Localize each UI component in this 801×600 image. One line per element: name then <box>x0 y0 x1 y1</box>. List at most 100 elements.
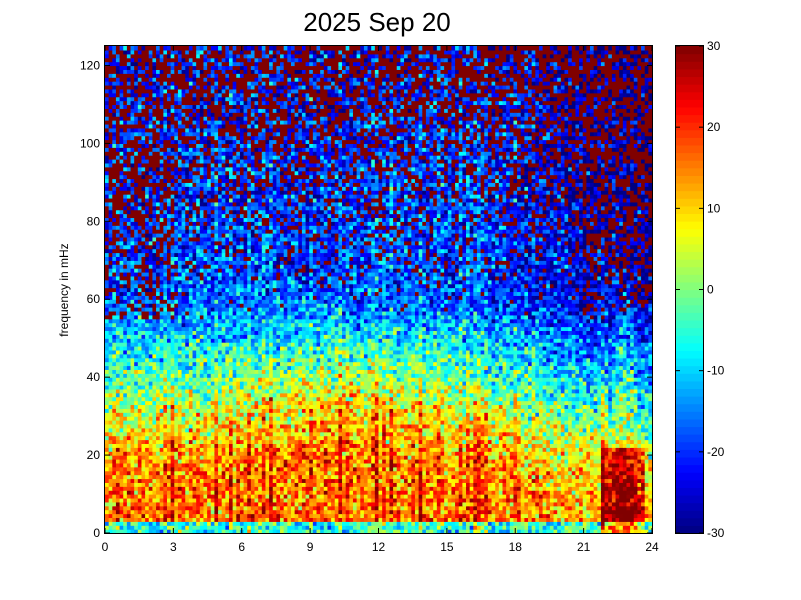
heatmap-cell <box>185 478 190 483</box>
heatmap-cell <box>433 517 438 522</box>
heatmap-cell <box>615 474 620 480</box>
heatmap-cell <box>137 404 143 409</box>
heatmap-cell <box>170 435 175 441</box>
heatmap-cell <box>228 513 234 519</box>
heatmap-cell <box>272 458 277 464</box>
heatmap-cell <box>575 474 580 480</box>
heatmap-cell <box>276 490 281 495</box>
heatmap-cell <box>586 482 591 487</box>
heatmap-cell <box>320 458 325 464</box>
heatmap-cell <box>644 412 649 417</box>
heatmap-cell <box>568 517 573 522</box>
heatmap-cell <box>484 482 489 487</box>
heatmap-cell <box>258 451 263 456</box>
heatmap-cell <box>535 521 540 526</box>
heatmap-cell <box>509 439 515 444</box>
heatmap-cell <box>611 404 617 409</box>
heatmap-cell <box>331 505 336 511</box>
heatmap-cell <box>298 490 303 495</box>
heatmap-cell <box>250 416 256 421</box>
heatmap-cell <box>156 420 161 425</box>
heatmap-cell <box>174 494 179 499</box>
heatmap-cell <box>626 416 631 421</box>
heatmap-cell <box>225 497 230 503</box>
heatmap-cell <box>334 408 339 413</box>
heatmap-cell <box>404 435 409 441</box>
heatmap-cell <box>349 447 354 452</box>
heatmap-cell <box>495 427 500 433</box>
heatmap-cell <box>418 494 423 499</box>
heatmap-cell <box>407 458 412 464</box>
heatmap-cell <box>108 435 113 441</box>
heatmap-cell <box>331 439 336 444</box>
heatmap-cell <box>334 529 339 534</box>
heatmap-cell <box>258 529 263 534</box>
heatmap-cell <box>239 474 245 480</box>
heatmap-cell <box>188 517 194 522</box>
heatmap-cell <box>301 490 307 495</box>
heatmap-cell <box>564 404 569 409</box>
heatmap-cell <box>444 478 449 483</box>
heatmap-cell <box>404 416 409 421</box>
heatmap-cell <box>433 494 438 499</box>
heatmap-cell <box>407 513 412 519</box>
heatmap-cell <box>429 470 434 476</box>
heatmap-cell <box>633 482 639 487</box>
heatmap-cell <box>145 501 150 507</box>
heatmap-cell <box>579 529 584 534</box>
heatmap-cell <box>528 482 533 487</box>
heatmap-cell <box>272 497 277 503</box>
heatmap-cell <box>385 482 391 487</box>
heatmap-cell <box>170 529 175 534</box>
heatmap-cell <box>498 443 504 448</box>
heatmap-cell <box>177 462 183 468</box>
heatmap-cell <box>538 458 544 464</box>
heatmap-cell <box>177 494 183 499</box>
heatmap-cell <box>542 462 547 468</box>
heatmap-cell <box>385 494 391 499</box>
heatmap-cell <box>553 517 558 522</box>
heatmap-cell <box>363 529 369 534</box>
heatmap-cell <box>444 482 449 487</box>
heatmap-cell <box>517 521 522 526</box>
heatmap-cell <box>575 412 580 417</box>
heatmap-cell <box>429 404 434 409</box>
heatmap-cell <box>316 431 321 437</box>
heatmap-cell <box>276 529 281 534</box>
heatmap-cell <box>611 420 617 425</box>
heatmap-cell <box>105 435 110 441</box>
heatmap-cell <box>225 423 230 429</box>
heatmap-cell <box>433 420 438 425</box>
heatmap-cell <box>126 517 132 522</box>
heatmap-cell <box>382 517 387 522</box>
heatmap-cell <box>538 509 544 515</box>
heatmap-cell <box>152 505 157 511</box>
heatmap-cell <box>466 521 471 526</box>
heatmap-cell <box>502 482 507 487</box>
heatmap-cell <box>258 412 263 417</box>
heatmap-cell <box>604 404 609 409</box>
heatmap-cell <box>491 505 496 511</box>
heatmap-cell <box>272 494 277 499</box>
heatmap-cell <box>188 525 194 530</box>
heatmap-cell <box>396 513 401 519</box>
heatmap-cell <box>389 435 394 441</box>
heatmap-cell <box>112 412 117 417</box>
heatmap-cell <box>517 505 522 511</box>
heatmap-cell <box>462 420 467 425</box>
heatmap-cell <box>630 423 635 429</box>
heatmap-cell <box>174 462 179 468</box>
heatmap-cell <box>345 501 350 507</box>
heatmap-cell <box>280 505 285 511</box>
heatmap-cell <box>597 420 602 425</box>
heatmap-cell <box>239 486 245 491</box>
heatmap-cell <box>593 412 598 417</box>
heatmap-cell <box>455 462 460 468</box>
heatmap-cell <box>641 431 646 437</box>
heatmap-cell <box>615 505 620 511</box>
heatmap-cell <box>637 416 642 421</box>
heatmap-cell <box>411 458 416 464</box>
heatmap-cell <box>345 404 350 409</box>
heatmap-cell <box>374 443 380 448</box>
heatmap-cell <box>371 486 376 491</box>
